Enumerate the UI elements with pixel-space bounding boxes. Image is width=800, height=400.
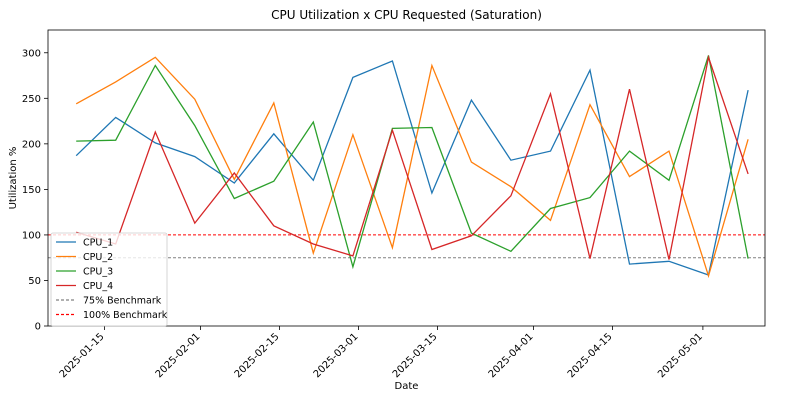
series-line-cpu-2 xyxy=(75,56,749,279)
plot-frame xyxy=(47,29,766,327)
plot-area: 0 50 100 150 200 250 300 2025-01-15 2025-02-01 20… xyxy=(22,29,766,380)
x-axis-title: Date xyxy=(395,381,419,392)
legend-label: CPU_4 xyxy=(83,281,113,292)
x-tick-label: 2025-03-01 xyxy=(312,331,361,380)
x-tick-label: 2025-05-01 xyxy=(656,331,705,380)
x-tick-label: 2025-01-15 xyxy=(58,331,107,380)
x-tick-label: 2025-04-15 xyxy=(566,331,615,380)
legend-box xyxy=(50,232,168,327)
y-tick-label: 100 xyxy=(22,230,41,241)
y-tick-label: 200 xyxy=(22,139,41,150)
legend: CPU_1 CPU_2 CPU_3 CPU_4 75% Benchmark 100% Be… xyxy=(50,232,168,327)
legend-label: CPU_3 xyxy=(83,267,113,278)
series-line-cpu-4 xyxy=(76,54,749,260)
series-line-cpu-3 xyxy=(76,55,749,270)
y-axis-title: Utilization % xyxy=(8,147,19,210)
legend-label: CPU_1 xyxy=(83,238,113,249)
y-tick-label: 150 xyxy=(22,185,41,196)
series-line-cpu-1 xyxy=(75,60,749,276)
x-tick-label: 2025-04-01 xyxy=(487,331,536,380)
legend-label: CPU_2 xyxy=(83,252,113,263)
x-tick-label: 2025-02-15 xyxy=(233,331,282,380)
y-tick-label: 250 xyxy=(22,94,41,105)
chart-title: CPU Utilization x CPU Requested (Saturat… xyxy=(271,8,542,22)
legend-label: 75% Benchmark xyxy=(83,296,162,307)
x-tick-label: 2025-02-01 xyxy=(154,331,203,380)
x-tick-label: 2025-03-15 xyxy=(391,331,440,380)
y-tick-label: 300 xyxy=(22,48,41,59)
legend-label: 100% Benchmark xyxy=(83,310,168,321)
y-tick-label: 50 xyxy=(28,276,41,287)
y-tick-label: 0 xyxy=(35,322,41,333)
